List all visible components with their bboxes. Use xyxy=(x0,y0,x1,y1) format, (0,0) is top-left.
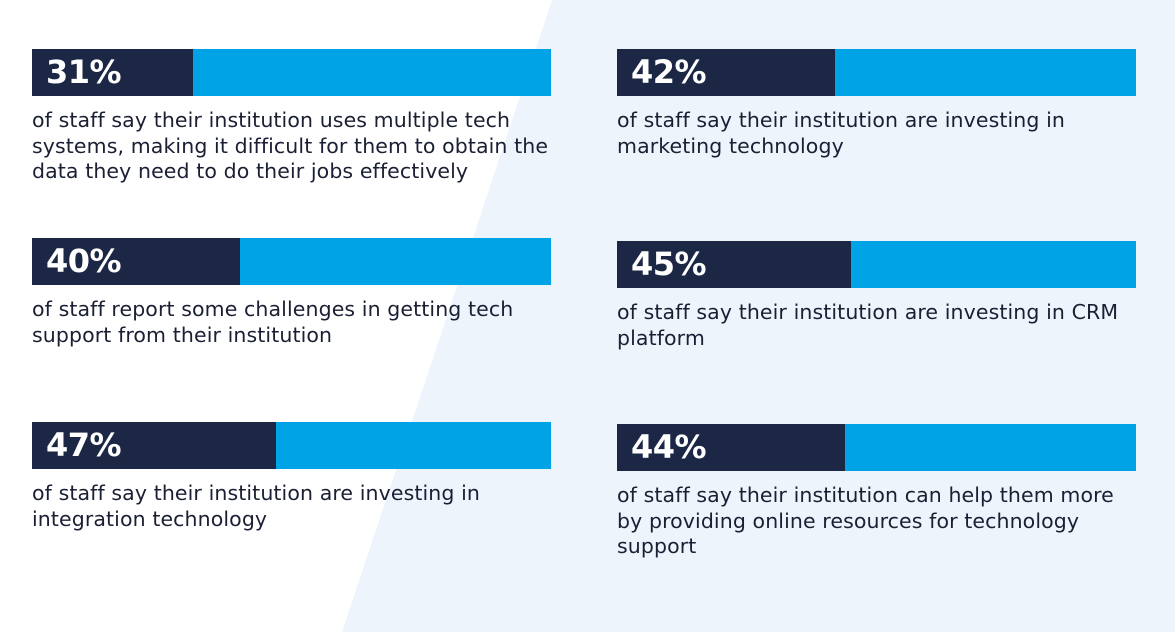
bar-remainder xyxy=(240,238,551,285)
stat-percentage: 42% xyxy=(631,53,707,91)
bar-fill xyxy=(32,49,193,96)
stat-percentage: 44% xyxy=(631,428,707,466)
stat-card: 40% of staff report some challenges in g… xyxy=(32,238,551,348)
bar-remainder xyxy=(835,49,1136,96)
stat-description: of staff say their institution can help … xyxy=(617,483,1114,558)
stat-bar: 45% xyxy=(617,241,1136,288)
bar-remainder xyxy=(851,241,1136,288)
stat-card: 45% of staff say their institution are i… xyxy=(617,241,1136,351)
stat-description: of staff say their institution uses mult… xyxy=(32,108,549,183)
stat-description: of staff say their institution are inves… xyxy=(32,481,481,531)
stat-card: 42% of staff say their institution are i… xyxy=(617,49,1136,159)
stat-percentage: 40% xyxy=(46,242,122,280)
stat-card: 44% of staff say their institution can h… xyxy=(617,424,1136,560)
stat-description: of staff say their institution are inves… xyxy=(617,300,1119,350)
bar-fill xyxy=(617,49,835,96)
bar-fill xyxy=(617,241,851,288)
bar-fill xyxy=(32,238,240,285)
stat-percentage: 31% xyxy=(46,53,122,91)
bar-remainder xyxy=(276,422,551,469)
stat-card: 31% of staff say their institution uses … xyxy=(32,49,551,185)
stat-bar: 44% xyxy=(617,424,1136,471)
stat-description: of staff report some challenges in getti… xyxy=(32,297,514,347)
stat-percentage: 47% xyxy=(46,426,122,464)
bar-remainder xyxy=(845,424,1136,471)
stat-bar: 40% xyxy=(32,238,551,285)
stat-bar: 47% xyxy=(32,422,551,469)
stat-bar: 31% xyxy=(32,49,551,96)
stat-description: of staff say their institution are inves… xyxy=(617,108,1066,158)
stat-bar: 42% xyxy=(617,49,1136,96)
bar-fill xyxy=(32,422,276,469)
stat-percentage: 45% xyxy=(631,245,707,283)
bar-fill xyxy=(617,424,845,471)
stat-card: 47% of staff say their institution are i… xyxy=(32,422,551,532)
bar-remainder xyxy=(193,49,551,96)
